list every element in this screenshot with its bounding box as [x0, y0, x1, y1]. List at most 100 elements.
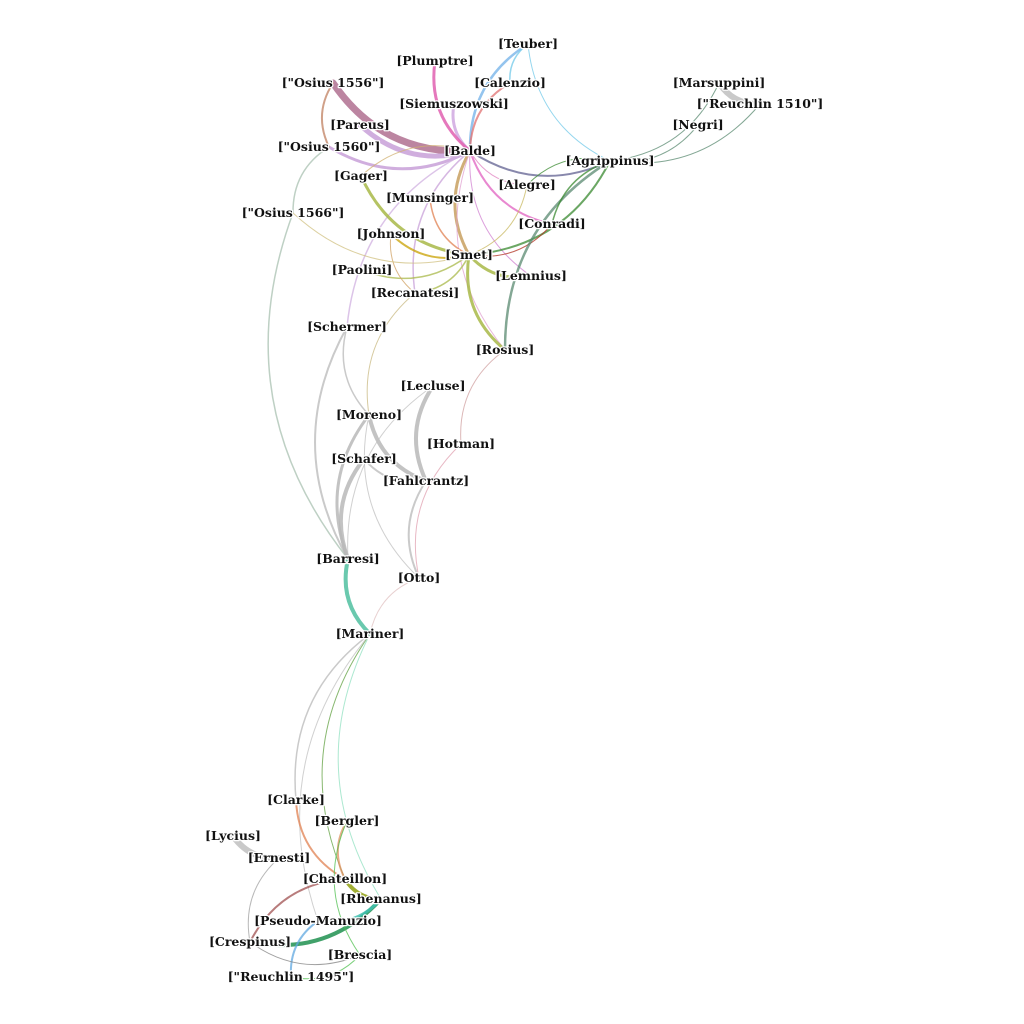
node-label-reuchlin1510: ["Reuchlin 1510"]	[697, 96, 824, 111]
node-label-barresi: [Barresi]	[316, 551, 379, 566]
node-label-recanatesi: [Recanatesi]	[371, 285, 460, 300]
edge-agrippinus-reuchlin1510	[609, 103, 761, 164]
edge-marsuppini-reuchlin1510	[716, 80, 763, 108]
edge-paolini-smet	[361, 254, 470, 280]
node-label-marsuppini: [Marsuppini]	[673, 75, 766, 90]
edge-moreno-fahlcrantz	[367, 413, 428, 483]
node-label-siemuszowski: [Siemuszowski]	[399, 96, 509, 111]
edge-clarke-chateillon	[295, 799, 346, 880]
edge-moreno-barresi	[335, 413, 371, 561]
edge-teuber-calenzio	[509, 43, 529, 84]
edge-agrippinus-conradi	[551, 160, 611, 225]
edge-smet-conradi	[468, 223, 553, 257]
edge-mariner-pseudomanuzio	[299, 633, 371, 922]
edge-gager-smet	[359, 174, 471, 257]
edge-schermer-barresi	[314, 326, 349, 560]
node-label-layer: [Teuber] [Plumptre][Calenzio] ["Osius 1556…	[204, 35, 825, 986]
edge-lecluse-fahlcrantz	[413, 384, 435, 483]
node-label-paolini: [Paolini]	[332, 262, 393, 277]
edge-balde-alegre	[469, 150, 528, 186]
node-label-lecluse: [Lecluse]	[400, 378, 465, 393]
edge-lecluse-barresi	[347, 385, 434, 560]
node-label-rosius: [Rosius]	[476, 342, 534, 357]
edge-lycius-ernesti	[230, 833, 282, 862]
node-label-mariner: [Mariner]	[336, 626, 405, 641]
edge-mariner-clarke	[294, 633, 371, 801]
node-label-reuchlin1495: ["Reuchlin 1495"]	[228, 969, 355, 984]
edge-chateillon-crespinus	[249, 878, 346, 943]
edge-rosius-hotman	[460, 349, 506, 445]
edge-barresi-mariner	[343, 557, 372, 636]
edge-agrippinus-negri	[609, 124, 699, 163]
edge-moreno-otto	[363, 414, 420, 579]
node-label-fahlcrantz: [Fahlcrantz]	[383, 473, 469, 488]
node-label-teuber: [Teuber]	[498, 36, 558, 51]
edge-fahlcrantz-otto	[407, 480, 427, 579]
edge-teuber-agrippinus	[527, 43, 611, 162]
edge-schermer-moreno	[342, 326, 370, 416]
edge-pareus-balde	[357, 122, 473, 159]
node-label-crespinus: [Crespinus]	[209, 934, 291, 949]
edge-osius1556-balde	[329, 79, 474, 155]
edge-osius1556-osius1560	[320, 82, 334, 148]
node-label-calenzio: [Calenzio]	[474, 75, 546, 90]
edge-plumptre-balde	[432, 59, 472, 153]
node-label-balde: [Balde]	[444, 143, 496, 158]
edge-mariner-rhenanus	[337, 633, 382, 900]
edge-balde-conradi	[469, 150, 553, 225]
edge-balde-schermer	[346, 150, 471, 328]
node-label-hotman: [Hotman]	[427, 436, 495, 451]
edge-johnson-recanatesi	[389, 233, 416, 294]
edge-osius1560-balde	[327, 145, 472, 171]
edge-mariner-chateillon	[321, 633, 371, 880]
node-label-osius1556: ["Osius 1556"]	[282, 75, 385, 90]
edge-agrippinus-marsuppini	[609, 82, 720, 162]
edge-hotman-otto	[414, 443, 462, 579]
edge-agrippinus-alegre	[526, 157, 611, 186]
node-label-smet: [Smet]	[445, 247, 493, 262]
edge-recanatesi-moreno	[366, 292, 416, 416]
node-label-negri: [Negri]	[672, 117, 723, 132]
edge-balde-lemnius	[469, 150, 532, 277]
node-label-pareus: [Pareus]	[330, 117, 390, 132]
edge-chateillon-rhenanus	[343, 877, 383, 902]
node-label-schafer: [Schafer]	[331, 451, 397, 466]
node-label-munsinger: [Munsinger]	[386, 190, 474, 205]
node-label-agrippinus: [Agrippinus]	[565, 153, 654, 168]
edge-ernesti-crespinus	[247, 857, 280, 943]
edge-layer	[230, 42, 763, 980]
node-label-conradi: [Conradi]	[518, 216, 585, 231]
node-label-pseudomanuzio: [Pseudo-Manuzio]	[254, 913, 382, 928]
node-label-johnson: [Johnson]	[357, 226, 426, 241]
node-label-alegre: [Alegre]	[498, 177, 556, 192]
node-label-otto: [Otto]	[398, 570, 441, 585]
edge-smet-agrippinus	[468, 160, 611, 256]
edge-munsinger-smet	[429, 197, 470, 256]
edge-smet-rosius	[466, 253, 507, 352]
edge-schafer-fahlcrantz	[363, 458, 427, 484]
node-label-lemnius: [Lemnius]	[495, 268, 567, 283]
edge-smet-lemnius	[467, 253, 533, 279]
node-label-brescia: [Brescia]	[328, 947, 392, 962]
edge-agrippinus-rosius	[503, 159, 612, 352]
edge-pseudomanuzio-rhenanus	[316, 897, 383, 924]
edge-balde-recanatesi	[412, 150, 471, 294]
node-label-plumptre: [Plumptre]	[396, 53, 473, 68]
edge-smet-alegre	[468, 184, 528, 256]
edge-reuchlin1495-brescia	[290, 954, 361, 980]
edge-crespinus-brescia	[249, 941, 361, 966]
node-label-bergler: [Bergler]	[315, 813, 380, 828]
edge-bergler-brescia	[333, 820, 361, 956]
node-label-clarke: [Clarke]	[267, 792, 325, 807]
node-label-rhenanus: [Rhenanus]	[340, 891, 422, 906]
node-label-schermer: [Schermer]	[307, 319, 387, 334]
node-label-lycius: [Lycius]	[205, 828, 261, 843]
edge-pseudomanuzio-reuchlin1495	[289, 920, 319, 978]
edge-balde-gager	[360, 145, 471, 177]
edge-calenzio-balde	[469, 82, 511, 152]
edge-otto-mariner	[369, 577, 420, 635]
edge-osius1560-osius1566	[292, 146, 330, 214]
node-label-gager: [Gager]	[334, 168, 388, 183]
edge-recanatesi-smet	[414, 254, 470, 294]
